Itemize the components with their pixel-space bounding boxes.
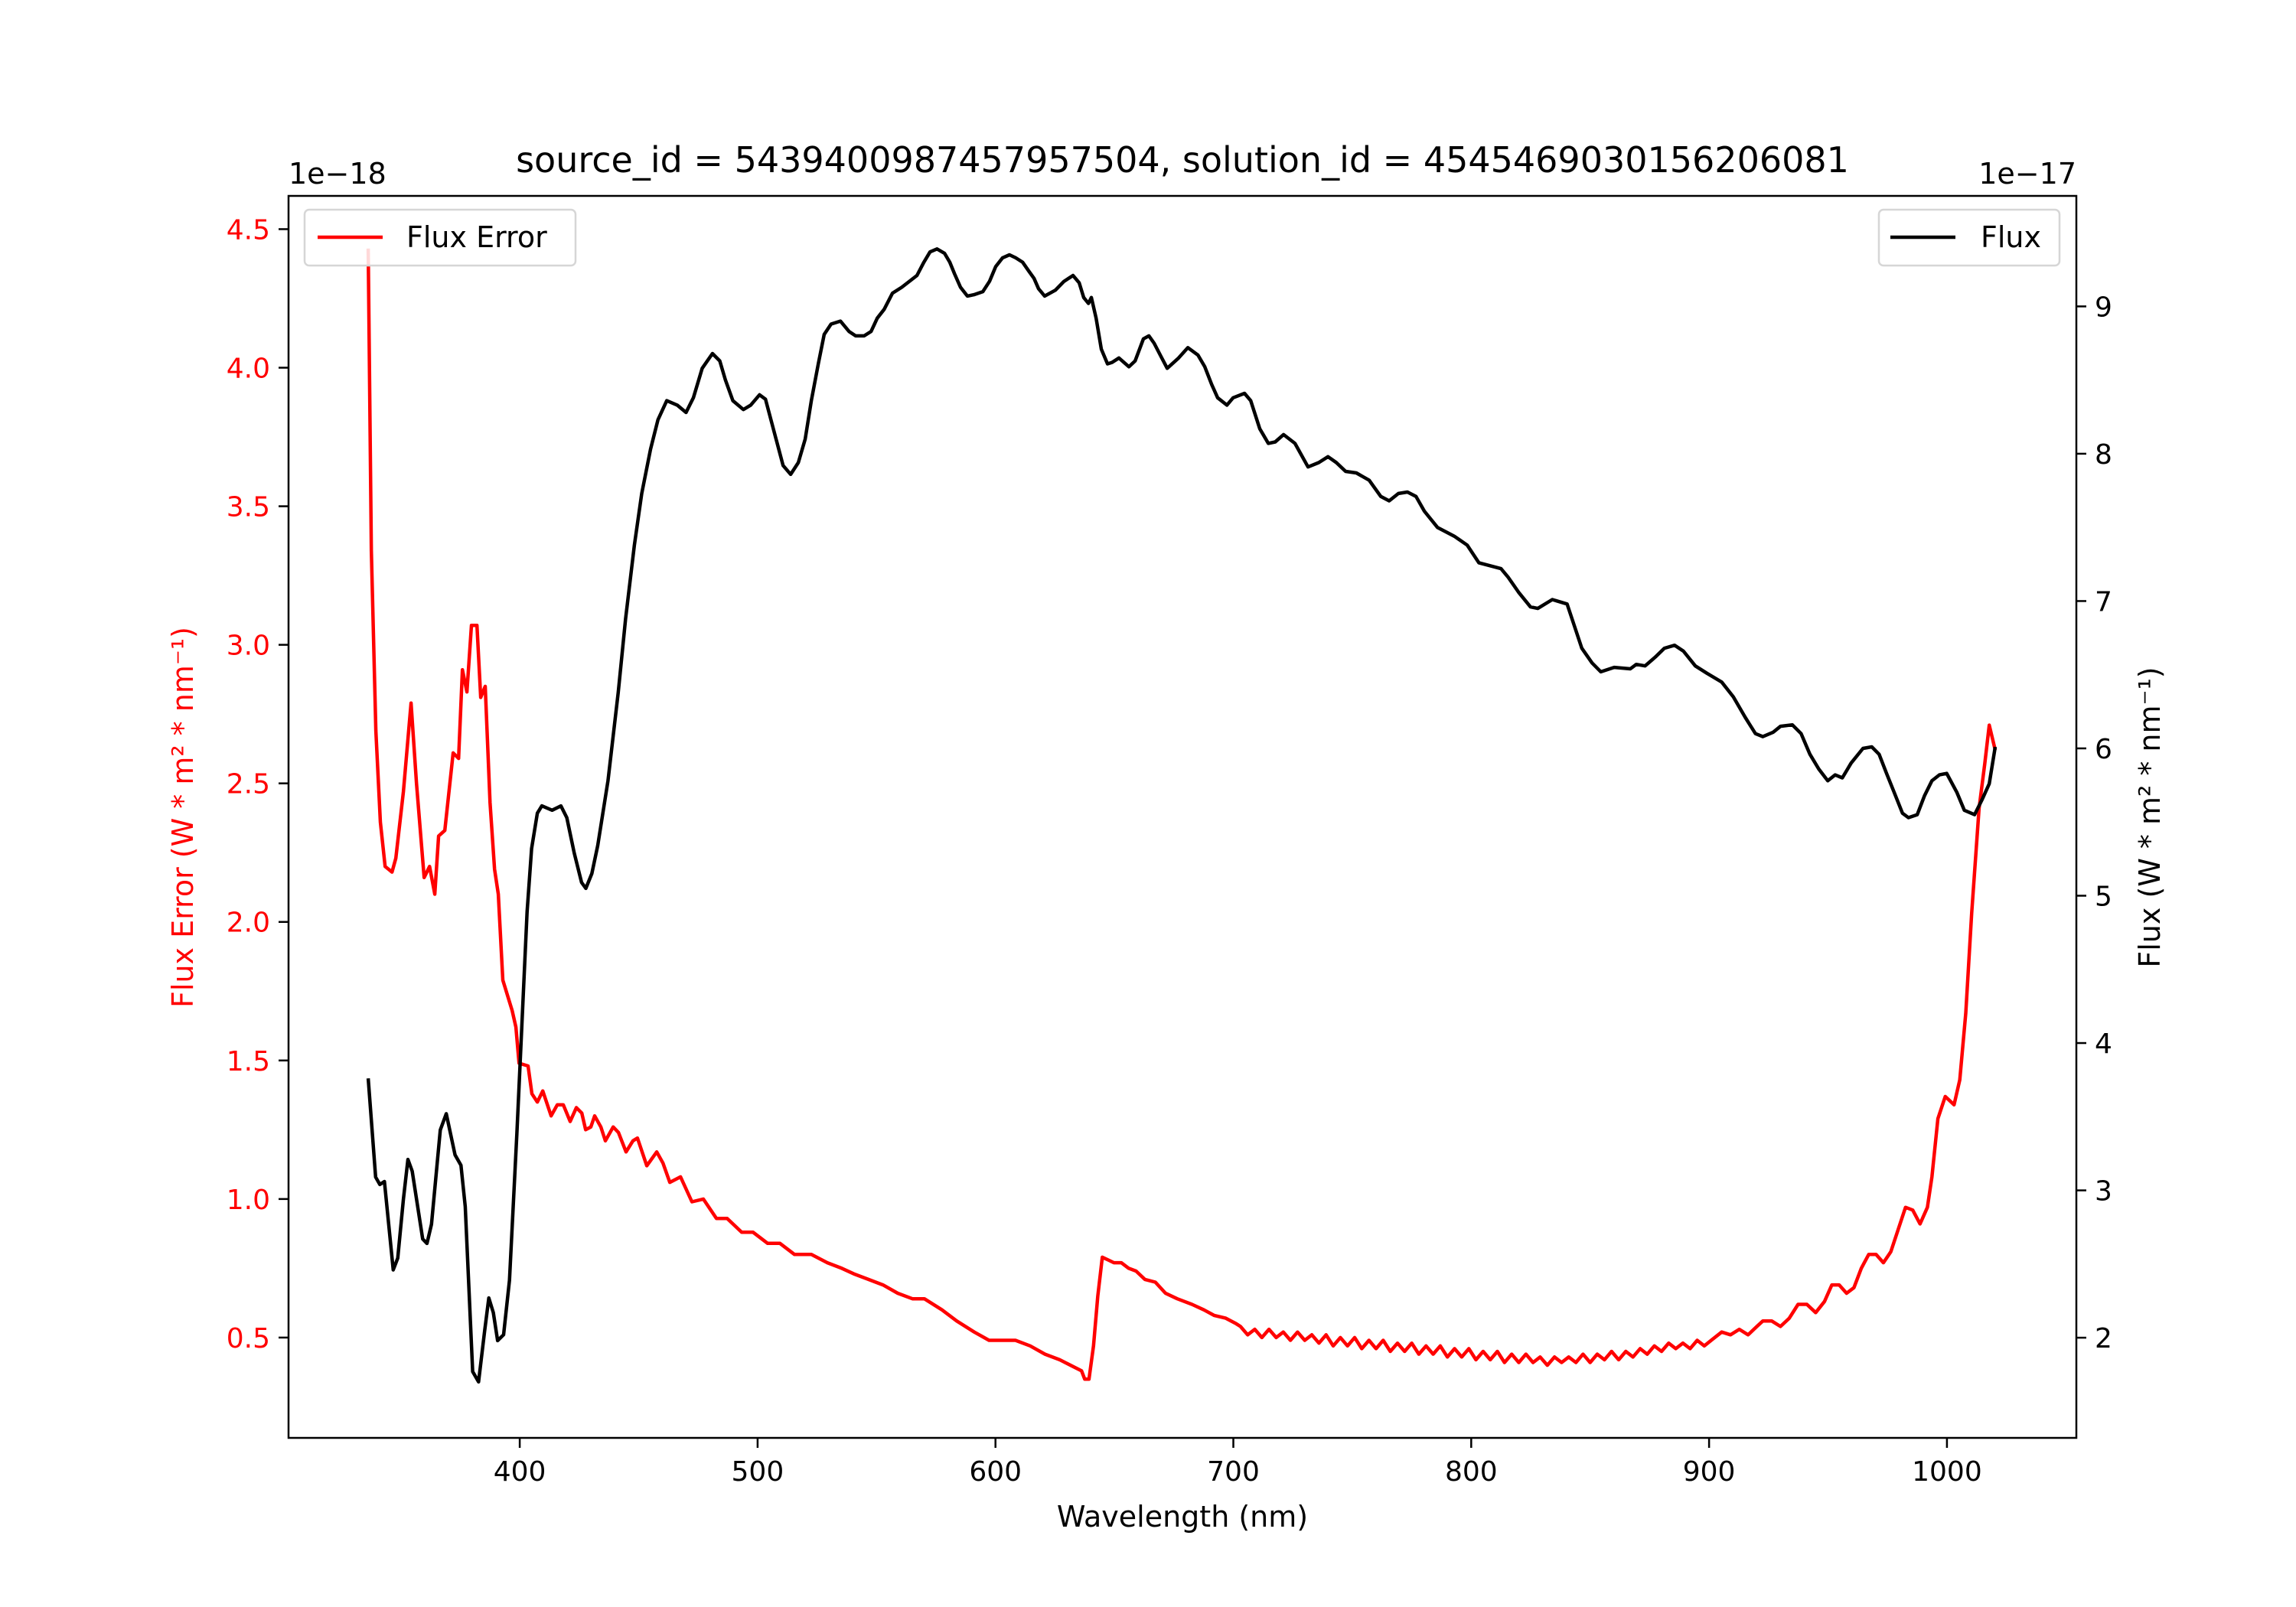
left-tick-label: 4.5: [227, 214, 270, 246]
x-tick-label: 700: [1207, 1456, 1260, 1488]
right-tick-label: 4: [2095, 1028, 2112, 1060]
left-tick-label: 1.0: [227, 1185, 270, 1216]
legend-flux-error-label: Flux Error: [406, 220, 547, 254]
x-tick-label: 900: [1683, 1456, 1736, 1488]
chart-title: source_id = 5439400987457957504, solutio…: [516, 139, 1849, 181]
legend-flux-label: Flux: [1981, 220, 2041, 254]
right-tick-label: 2: [2095, 1323, 2112, 1354]
left-offset-text: 1e−18: [289, 157, 386, 191]
right-offset-text: 1e−17: [1978, 157, 2076, 191]
right-tick-label: 6: [2095, 734, 2112, 765]
x-tick-label: 1000: [1912, 1456, 1982, 1488]
left-tick-label: 0.5: [227, 1323, 270, 1354]
x-tick-label: 600: [969, 1456, 1022, 1488]
ticks-layer: 400 500 600 700 800 900 1000 0.5 1.0 1.5 2.0 2.5 3.0…: [227, 214, 2112, 1488]
plot-frame: [287, 194, 2078, 1439]
right-tick-label: 7: [2095, 586, 2112, 618]
right-tick-label: 3: [2095, 1176, 2112, 1208]
x-tick-label: 500: [732, 1456, 784, 1488]
series-layer: [366, 247, 1998, 1384]
x-axis-label: Wavelength (nm): [1057, 1500, 1308, 1534]
right-axis-label: Flux (W * m² * nm⁻¹): [2133, 667, 2167, 967]
left-tick-label: 3.0: [227, 631, 270, 662]
left-tick-label: 4.0: [227, 354, 270, 385]
right-tick-label: 9: [2095, 292, 2112, 323]
left-axis-label: Flux Error (W * m² * nm⁻¹): [166, 627, 200, 1008]
series-line-flux: [366, 247, 1998, 1384]
right-tick-label: 5: [2095, 882, 2112, 913]
left-tick-label: 2.0: [227, 908, 270, 939]
left-tick-label: 3.5: [227, 492, 270, 523]
legend-flux-error: Flux Error: [303, 208, 577, 267]
right-tick-label: 8: [2095, 439, 2112, 471]
left-tick-label: 2.5: [227, 769, 270, 800]
left-tick-label: 1.5: [227, 1046, 270, 1077]
series-line-flux-error: [366, 248, 1998, 1381]
legend-flux: Flux: [1877, 208, 2061, 267]
x-tick-label: 800: [1445, 1456, 1498, 1488]
x-tick-label: 400: [494, 1456, 546, 1488]
